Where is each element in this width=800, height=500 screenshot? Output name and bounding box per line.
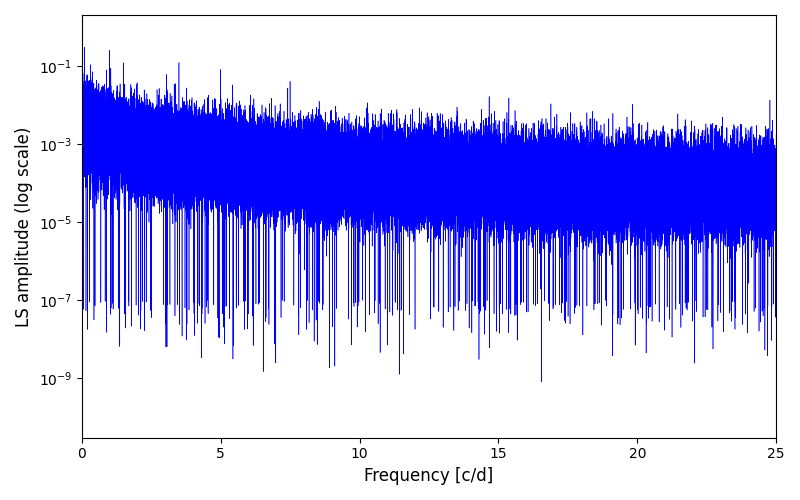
Y-axis label: LS amplitude (log scale): LS amplitude (log scale)	[15, 126, 33, 326]
X-axis label: Frequency [c/d]: Frequency [c/d]	[364, 467, 494, 485]
